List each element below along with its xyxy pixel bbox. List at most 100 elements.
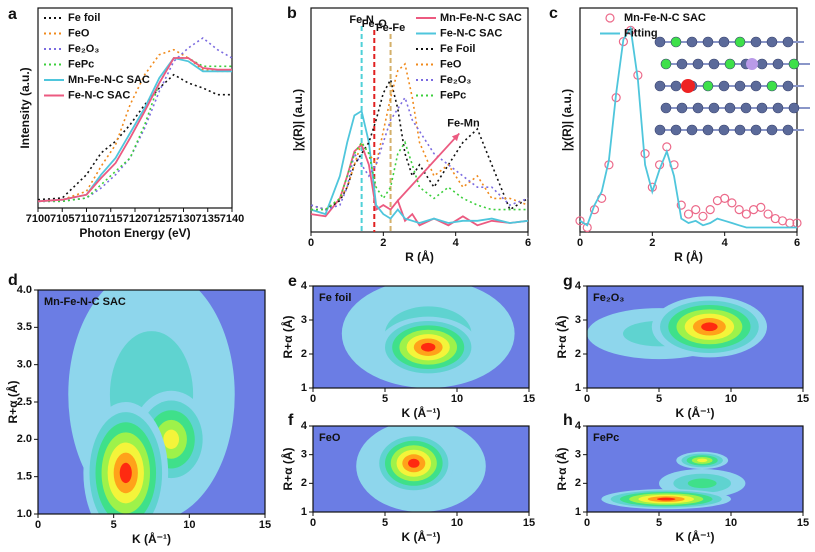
x-axis-label: K (Å⁻¹) xyxy=(132,531,171,546)
atom xyxy=(686,124,698,136)
atom xyxy=(708,102,720,114)
panel-letter: e xyxy=(288,273,297,290)
contour-map xyxy=(341,286,515,388)
x-tick-label: 7120 xyxy=(123,213,147,225)
arrow xyxy=(397,132,460,202)
y-axis-label: R+α (Å) xyxy=(280,315,295,358)
x-tick-label: 10 xyxy=(725,517,737,529)
contour-level xyxy=(163,429,180,450)
legend-label: Mn-Fe-N-C SAC xyxy=(440,12,522,24)
y-axis-label: |χ(R)| (a.u.) xyxy=(291,89,305,151)
atom-mn xyxy=(746,58,758,70)
contour-map xyxy=(356,426,486,512)
series-line xyxy=(310,77,529,211)
atom xyxy=(756,58,768,70)
atom xyxy=(772,102,784,114)
x-tick-label: 0 xyxy=(310,517,316,529)
series-line xyxy=(310,95,529,211)
atom xyxy=(708,58,720,70)
x-tick-label: 15 xyxy=(259,519,271,531)
y-axis-label: |χ(R)| (a.u.) xyxy=(560,89,574,151)
series-line xyxy=(37,57,232,203)
panel-label: Mn-Fe-N-C SAC xyxy=(44,296,126,308)
x-axis-label: R (Å) xyxy=(405,249,434,264)
panel-label: FeO xyxy=(319,432,341,444)
arrow-head xyxy=(451,133,460,142)
plot-frame xyxy=(312,285,530,389)
atom xyxy=(702,80,714,92)
y-tick-label: 1 xyxy=(575,506,581,518)
x-tick-label: 15 xyxy=(797,393,809,405)
plot-frame xyxy=(312,425,530,513)
x-tick-label: 5 xyxy=(382,517,388,529)
x-tick-label: 10 xyxy=(451,517,463,529)
x-tick-label: 5 xyxy=(382,393,388,405)
y-axis-label: Intensity (a.u.) xyxy=(18,67,32,148)
x-axis-label: K (Å⁻¹) xyxy=(402,405,441,420)
annotation: Fe-N xyxy=(349,14,374,26)
arrow-label: Fe-Mn xyxy=(447,117,480,129)
contour-map xyxy=(587,296,768,360)
atom xyxy=(686,36,698,48)
legend-label: FeO xyxy=(68,27,90,39)
y-axis-label: R+α (Å) xyxy=(5,380,20,423)
y-tick-label: 3 xyxy=(575,449,581,461)
x-tick-label: 0 xyxy=(35,519,41,531)
x-tick-label: 10 xyxy=(451,393,463,405)
data-point xyxy=(727,198,737,208)
atom xyxy=(654,124,666,136)
x-tick-label: 7130 xyxy=(171,213,195,225)
y-tick-label: 4 xyxy=(575,280,582,292)
atom xyxy=(676,102,688,114)
x-tick-label: 2 xyxy=(380,237,386,249)
plot-frame xyxy=(37,289,266,515)
contour-level xyxy=(697,458,708,463)
x-tick-label: 0 xyxy=(584,517,590,529)
data-point xyxy=(691,205,701,215)
y-tick-label: 2.0 xyxy=(17,433,32,445)
panel-letter: d xyxy=(8,272,18,289)
legend-label: Mn-Fe-N-C SAC xyxy=(68,74,150,86)
x-tick-label: 7115 xyxy=(99,213,123,225)
data-point xyxy=(763,209,773,219)
y-tick-label: 1 xyxy=(301,382,307,394)
x-tick-label: 10 xyxy=(183,519,195,531)
atom xyxy=(782,124,794,136)
y-axis-label: R+α (Å) xyxy=(554,315,569,358)
series-line xyxy=(311,62,529,211)
legend-label: FePc xyxy=(440,89,466,101)
atom xyxy=(692,102,704,114)
legend-label: Fe₂O₃ xyxy=(68,43,99,55)
y-tick-label: 4.0 xyxy=(17,284,32,296)
data-point xyxy=(698,211,708,221)
y-tick-label: 2 xyxy=(575,348,581,360)
atom xyxy=(654,80,666,92)
y-axis-label: R+α (Å) xyxy=(554,447,569,490)
data-point xyxy=(741,209,751,219)
contour-level xyxy=(119,462,132,484)
atom xyxy=(718,80,730,92)
contour-map xyxy=(68,290,235,514)
data-point xyxy=(720,193,730,203)
annotation: Fe-Fe xyxy=(376,22,405,34)
y-tick-label: 4 xyxy=(301,420,308,432)
panel-letter: h xyxy=(563,412,573,429)
series-line xyxy=(579,25,797,229)
inset-structure xyxy=(654,36,810,136)
x-tick-label: 5 xyxy=(656,517,662,529)
atom xyxy=(660,102,672,114)
y-tick-label: 3 xyxy=(301,314,307,326)
atom xyxy=(782,80,794,92)
atom xyxy=(734,80,746,92)
contour-level xyxy=(687,478,717,489)
atom xyxy=(654,36,666,48)
panel-label: FePc xyxy=(593,432,619,444)
atom xyxy=(782,36,794,48)
y-tick-label: 3.5 xyxy=(17,321,32,333)
legend-label: Fe foil xyxy=(68,12,100,24)
contour-level xyxy=(701,322,718,332)
legend-label: Fe-N-C SAC xyxy=(440,27,502,39)
series-line xyxy=(37,48,232,203)
series-line xyxy=(38,37,233,203)
y-tick-label: 2 xyxy=(575,477,581,489)
